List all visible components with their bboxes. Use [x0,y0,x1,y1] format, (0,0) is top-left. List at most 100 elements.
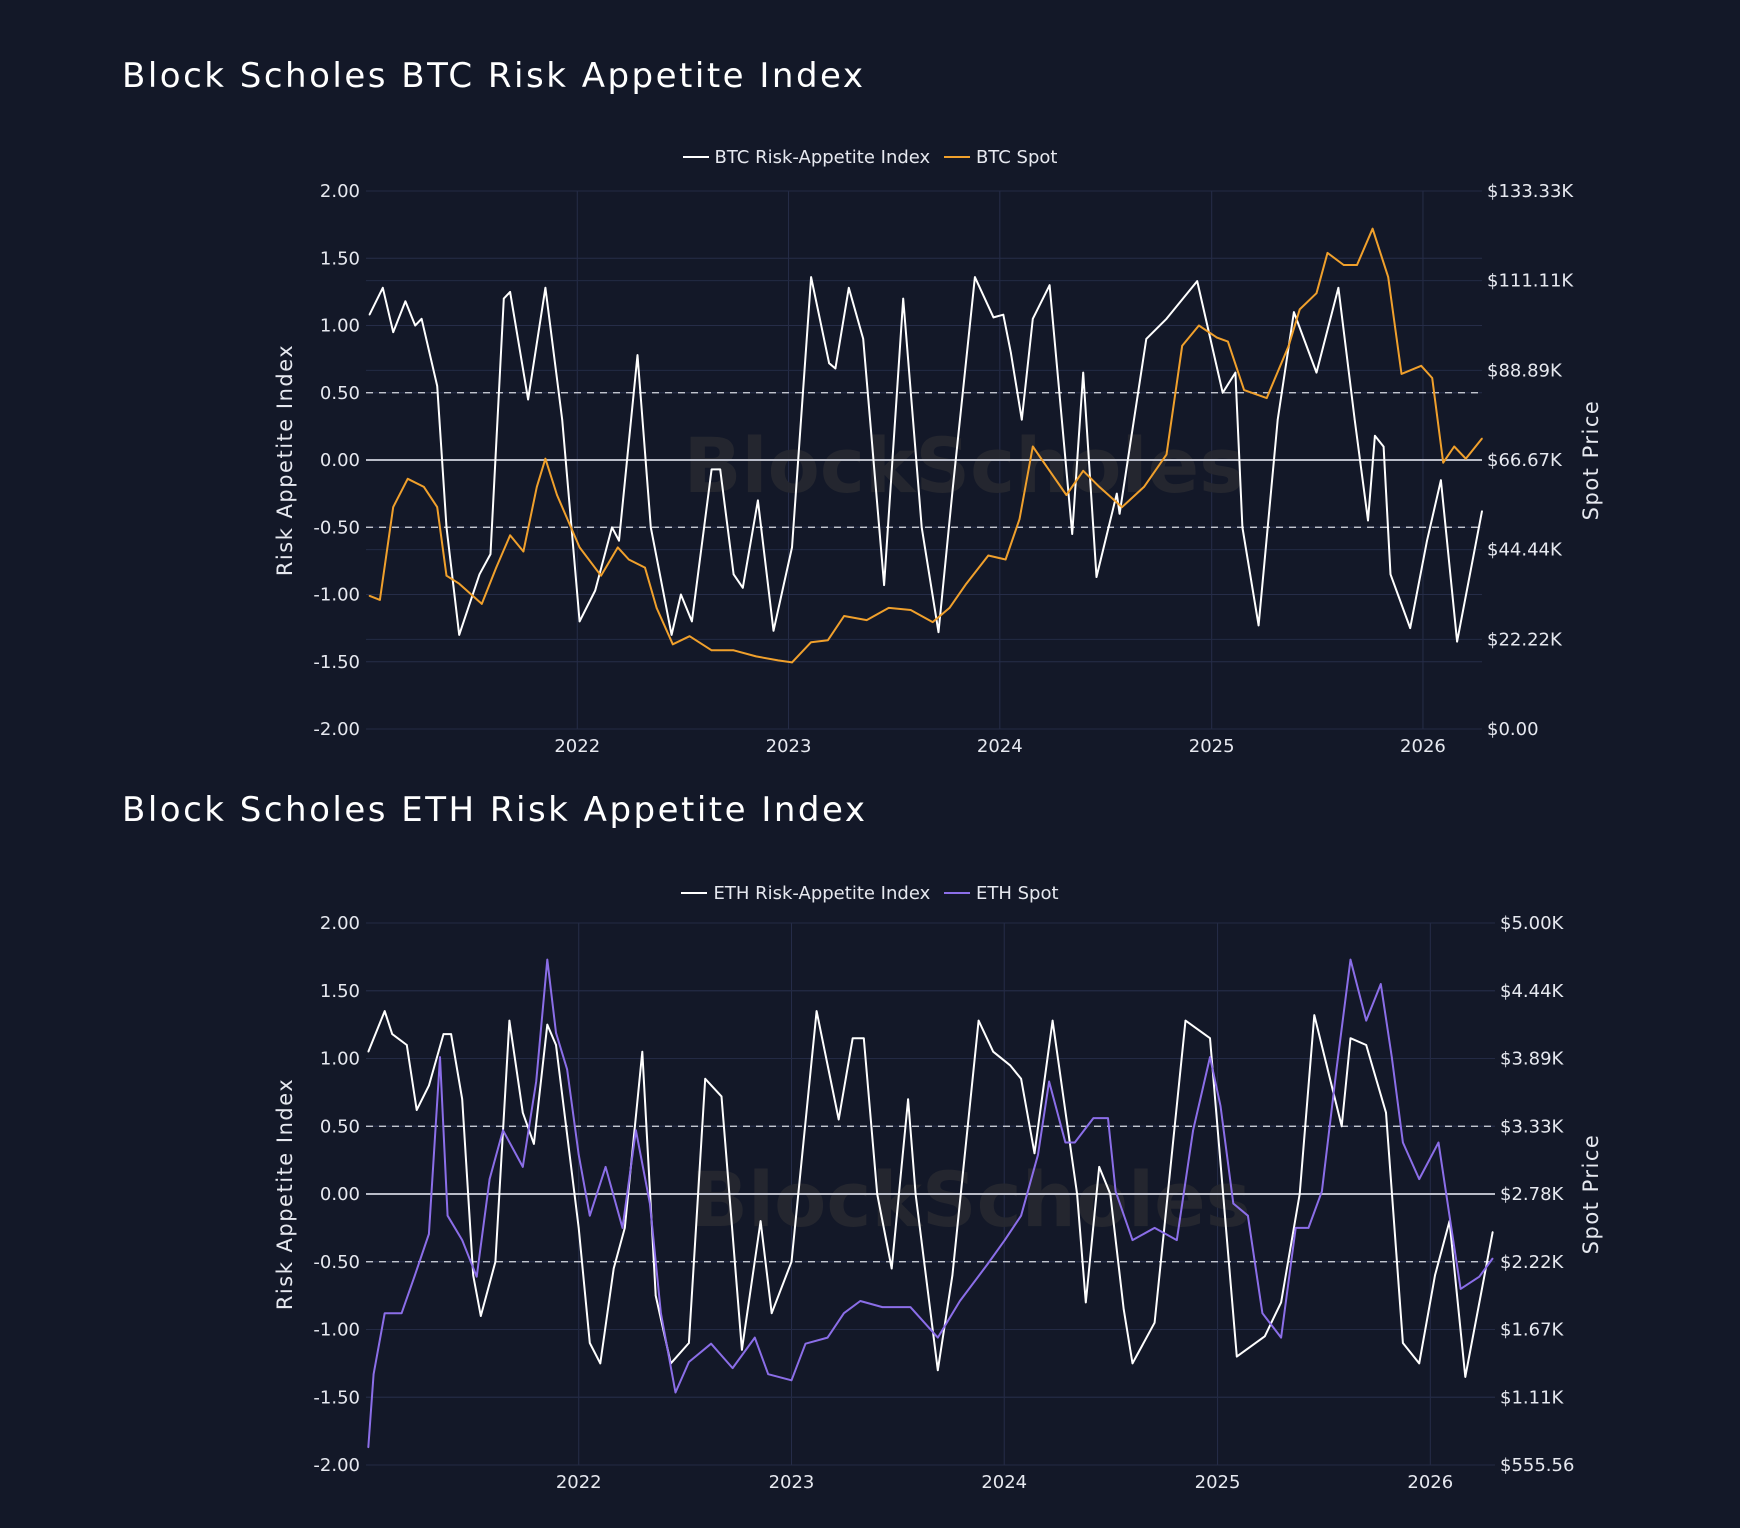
data-point [367,1446,370,1449]
data-point [688,1342,690,1344]
data-point [1048,1080,1050,1083]
data-point [392,506,395,508]
data-point [1033,1152,1036,1155]
data-point [757,499,759,502]
data-point [907,1098,909,1100]
data-point [445,574,448,577]
data-point [1442,461,1445,464]
data-point [887,607,890,609]
data-point [599,1362,602,1365]
data-point [1409,627,1412,629]
data-point [1456,640,1458,643]
data-point [1298,1193,1301,1195]
data-point [1085,1301,1087,1304]
data-point [1114,1190,1117,1193]
data-point [522,550,525,553]
data-point [1175,1239,1178,1241]
data-point [1431,377,1434,379]
eth-chart-title: Block Scholes ETH Risk Appetite Index [122,790,868,830]
data-point [636,354,639,356]
data-point [732,649,735,652]
data-point [1048,284,1051,286]
data-point [791,546,793,549]
legend-item-eth-index[interactable]: ETH Risk-Appetite Index [681,883,930,904]
data-point [1082,469,1084,472]
data-point [461,1239,463,1241]
data-point [1192,1129,1194,1132]
data-point [767,1373,769,1376]
legend-swatch [682,156,709,158]
data-point [561,418,564,421]
data-point [535,486,538,488]
data-point [414,324,417,327]
data-point [851,1037,854,1039]
y-tick-label: -0.50 [313,517,360,538]
data-point [577,1227,580,1229]
data-point [1321,1190,1323,1193]
data-point [1032,317,1034,320]
data-point [404,300,407,303]
data-point [1261,1312,1264,1315]
data-point [680,593,682,596]
data-point [1247,1214,1249,1217]
data-point [1107,1117,1109,1119]
data-point [710,468,713,471]
data-point [827,639,829,642]
data-point [1243,389,1245,391]
eth-legend: ETH Risk-Appetite Index ETH Spot [0,878,1740,904]
data-point [1418,1178,1421,1180]
data-point [1216,336,1218,339]
data-point [974,276,976,278]
legend-item-btc-spot[interactable]: BTC Spot [943,147,1057,168]
data-point [1257,624,1260,627]
data-point [1491,1231,1494,1233]
data-point [1198,324,1200,327]
data-point [1294,1227,1297,1229]
data-point [883,584,885,586]
data-point [450,1033,452,1035]
data-point [502,297,505,300]
data-point [1153,1321,1156,1324]
y2-tick-label: $4.44K [1500,981,1565,1002]
data-point [992,1050,994,1053]
data-point [1241,526,1244,529]
data-point [415,1109,418,1111]
legend-item-eth-spot[interactable]: ETH Spot [943,882,1059,904]
y2-axis-title: Spot Price [1579,1134,1603,1255]
watermark-logo: BlockScholes [684,421,1245,510]
data-point [977,1019,980,1022]
legend-label: ETH Spot [975,882,1059,904]
data-point [1196,280,1199,282]
y2-tick-label: $3.33K [1500,1116,1565,1137]
data-point [1307,1227,1310,1229]
data-point [1387,276,1390,278]
data-point [948,607,951,609]
data-point [986,1263,989,1266]
data-point [1349,1037,1352,1039]
data-point [770,1312,773,1315]
data-point [594,589,597,592]
data-point [862,338,865,340]
y2-tick-label: $111.11K [1487,271,1574,292]
data-point [710,649,713,652]
x-tick-label: 2023 [769,1472,815,1493]
data-point [655,607,658,609]
data-point [1453,445,1456,448]
data-point [475,1275,478,1278]
data-point [1293,311,1295,313]
data-point [1389,573,1392,576]
data-point [755,655,757,658]
data-point [1478,1275,1481,1278]
y-tick-label: -1.00 [313,585,360,606]
data-point [627,558,630,561]
data-point [1382,445,1385,448]
data-point [1073,1141,1076,1144]
legend-item-btc-index[interactable]: BTC Risk-Appetite Index [682,147,930,168]
data-point [1349,958,1352,961]
data-point [1131,1239,1134,1241]
data-point [1153,1227,1156,1229]
data-point [1481,510,1483,512]
y-tick-label: 1.00 [320,1049,360,1070]
data-point [546,958,549,961]
y2-tick-label: $555.56 [1500,1455,1574,1476]
